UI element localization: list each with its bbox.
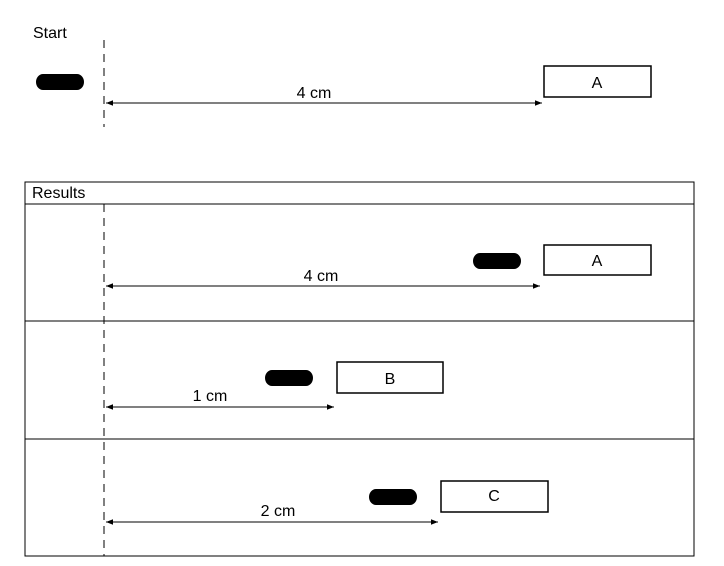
paperclip-icon bbox=[369, 489, 417, 505]
paperclip-icon bbox=[36, 74, 84, 90]
magnet-a-label: A bbox=[592, 253, 603, 270]
magnet-a-box bbox=[543, 65, 652, 98]
magnet-b-label: B bbox=[385, 371, 396, 388]
magnet-c-label: C bbox=[488, 488, 500, 505]
distance-label: 4 cm bbox=[297, 85, 332, 102]
result-row-b: B 1 cm bbox=[106, 361, 444, 410]
distance-label: 2 cm bbox=[261, 503, 296, 520]
result-row-a: A 4 cm bbox=[106, 244, 652, 289]
magnet-b-box bbox=[336, 361, 444, 394]
results-table bbox=[24, 181, 695, 557]
distance-label: 1 cm bbox=[193, 388, 228, 405]
paperclip-icon bbox=[473, 253, 521, 269]
start-label: Start bbox=[33, 25, 67, 42]
distance-label: 4 cm bbox=[304, 268, 339, 285]
result-row-c: C 2 cm bbox=[106, 480, 549, 525]
results-label: Results bbox=[32, 185, 85, 202]
magnet-a-label: A bbox=[592, 75, 603, 92]
magnet-a-box bbox=[543, 244, 652, 276]
magnet-c-box bbox=[440, 480, 549, 513]
paperclip-icon bbox=[265, 370, 313, 386]
